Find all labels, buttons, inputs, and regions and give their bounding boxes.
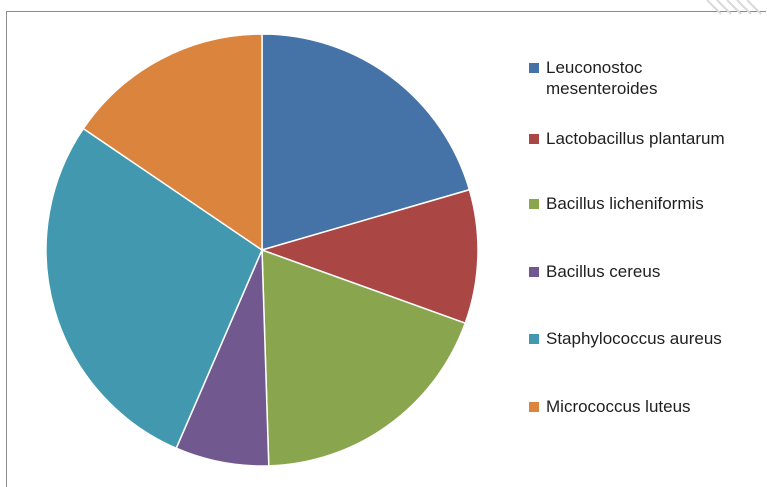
pie-slice-lactobacillus-plantarum	[259, 188, 479, 325]
legend-item: Staphylococcus aureus	[529, 328, 756, 349]
legend-swatch	[529, 134, 539, 144]
legend-label: Lactobacillus plantarum	[546, 129, 725, 148]
legend-label: Staphylococcus aureus	[546, 329, 722, 348]
legend-swatch	[529, 63, 539, 73]
legend-item: Bacillus licheniformis	[529, 193, 756, 214]
legend-swatch	[529, 402, 539, 412]
legend-label: Bacillus cereus	[546, 262, 661, 281]
legend-item: Micrococcus luteus	[529, 396, 756, 417]
legend-label: Bacillus licheniformis	[546, 194, 704, 213]
legend-item: Leuconostoc mesenteroides	[529, 57, 756, 99]
legend-swatch	[529, 199, 539, 209]
pie-slice-leuconostoc-mesenteroides	[261, 33, 471, 251]
legend-item: Bacillus cereus	[529, 261, 756, 282]
legend-item: Lactobacillus plantarum	[529, 128, 756, 149]
legend-label: Leuconostoc mesenteroides	[546, 58, 658, 98]
legend-swatch	[529, 334, 539, 344]
pie-slice-staphylococcus-aureus	[45, 127, 263, 450]
legend-label: Micrococcus luteus	[546, 397, 691, 416]
pie-slice-bacillus-licheniformis	[261, 248, 467, 467]
watermark-stripes	[706, 0, 762, 15]
legend-swatch	[529, 267, 539, 277]
pie-slice-micrococcus-luteus	[82, 33, 263, 252]
